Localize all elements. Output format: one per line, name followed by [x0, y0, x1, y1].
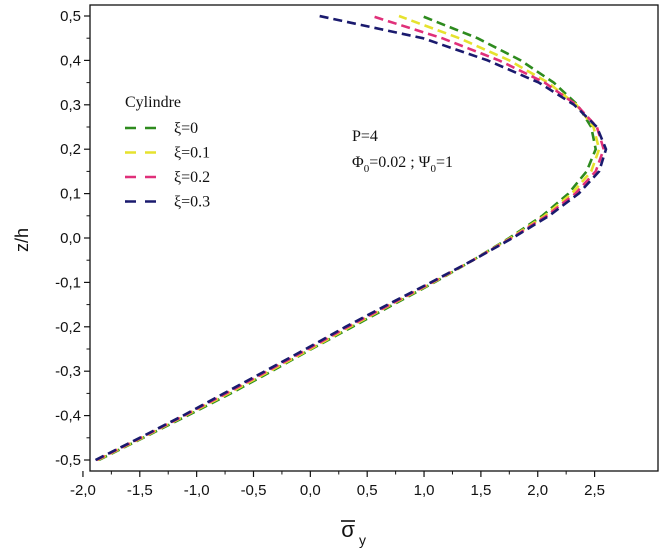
x-axis-label-sub: y [359, 532, 366, 548]
y-tick-label: 0,0 [60, 230, 81, 247]
annotation-phi-psi: Φ0=0.02 ; Ψ0=1 [352, 154, 453, 175]
legend-item: ξ=0.2 [125, 169, 210, 186]
x-tick-label: 2,0 [527, 482, 548, 499]
x-axis-label-sigma: σ [341, 517, 355, 542]
y-tick-label: -0,4 [55, 408, 81, 425]
legend-item: ξ=0.1 [125, 145, 210, 162]
x-tick-label: 1,0 [414, 482, 435, 499]
x-tick-label: -1,0 [184, 482, 210, 499]
legend-label: ξ=0.2 [174, 169, 210, 186]
legend-title: Cylindre [125, 94, 181, 111]
y-tick-label: -0,2 [55, 319, 81, 336]
x-tick-label: -2,0 [70, 482, 96, 499]
legend: Cylindre ξ=0 ξ=0.1 ξ=0.2 ξ=0.3 [125, 94, 210, 211]
x-tick-label: 2,5 [584, 482, 605, 499]
y-tick-label: 0,1 [60, 186, 81, 203]
x-tick-label: -1,5 [127, 482, 153, 499]
annotation-mid: =0.02 ; Ψ [369, 154, 430, 171]
x-tick-label: 0,5 [357, 482, 378, 499]
y-tick-label: -0,5 [55, 452, 81, 469]
series-line-4 [94, 14, 608, 462]
legend-item: ξ=0 [125, 120, 198, 137]
series-line-2 [97, 14, 601, 462]
parameter-annotation: P=4 Φ0=0.02 ; Ψ0=1 [352, 128, 453, 175]
annotation-end: =1 [436, 154, 453, 171]
x-tick-label: 1,5 [470, 482, 491, 499]
y-tick-label: 0,4 [60, 52, 81, 69]
series-line-1 [98, 14, 598, 462]
annotation-p: P=4 [352, 128, 378, 145]
y-tick-label: 0,2 [60, 141, 81, 158]
annotation-phi-sub: 0 [364, 163, 370, 175]
y-tick-label: -0,3 [55, 363, 81, 380]
y-tick-label: 0,3 [60, 97, 81, 114]
y-tick-label: 0,5 [60, 8, 81, 25]
legend-label: ξ=0.3 [174, 194, 210, 211]
y-tick-label: -0,1 [55, 274, 81, 291]
y-axis-label: z/h [12, 228, 32, 252]
plot-frame [89, 4, 659, 472]
series-line-3 [96, 14, 606, 462]
legend-item: ξ=0.3 [125, 194, 210, 211]
x-tick-label: -0,5 [241, 482, 267, 499]
x-tick-label: 0,0 [300, 482, 321, 499]
legend-label: ξ=0 [174, 120, 198, 137]
x-axis-label: σ y [341, 517, 366, 548]
legend-label: ξ=0.1 [174, 145, 210, 162]
annotation-phi: Φ [352, 154, 364, 171]
annotation-psi-sub: 0 [430, 163, 436, 175]
